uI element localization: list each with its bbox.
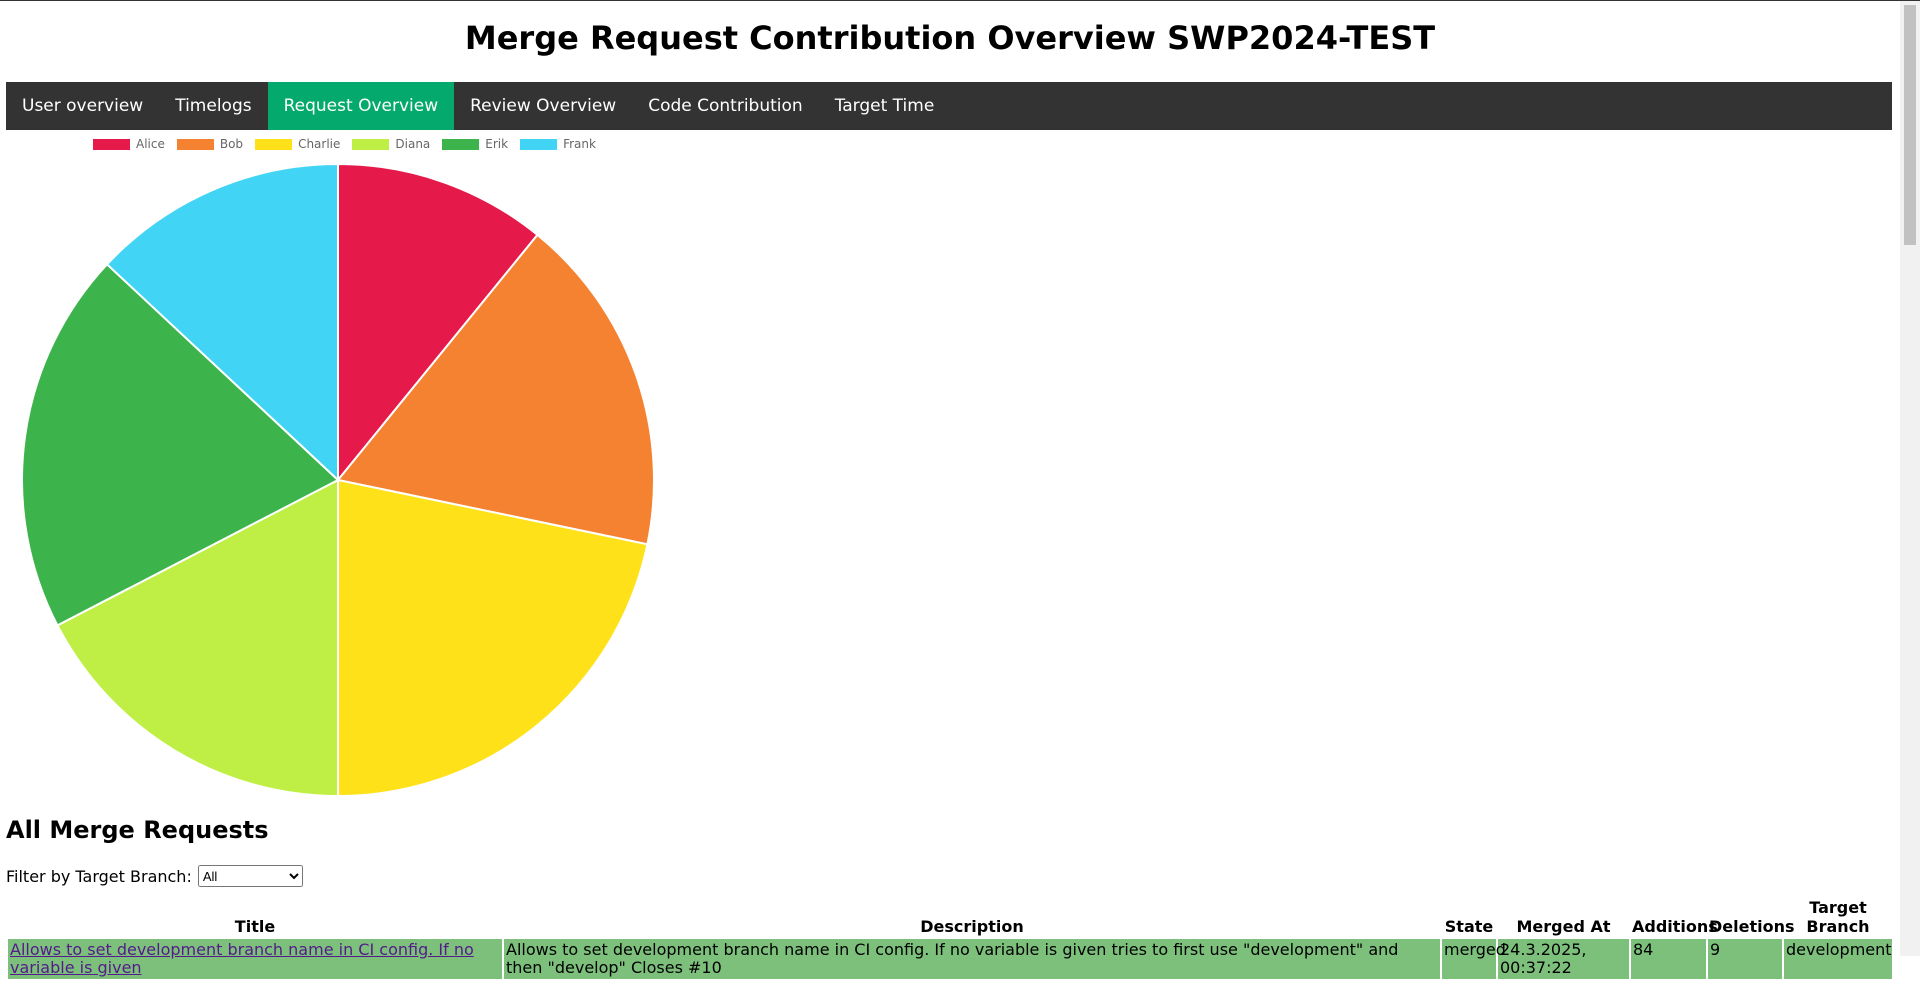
pie-slice [56, 478, 339, 798]
legend-item[interactable]: Frank [520, 137, 596, 151]
table-cell: Allows to set development branch name in… [8, 939, 502, 979]
table-row: Allows to set development branch name in… [8, 939, 1892, 979]
filter: Filter by Target Branch: All [6, 865, 303, 887]
legend-item[interactable]: Bob [176, 137, 244, 151]
legend: Alice Bob Charlie Diana Erik Frank [93, 137, 596, 151]
legend-item[interactable]: Charlie [255, 137, 340, 151]
table-cell: 24.3.2025, 00:37:22 [1498, 939, 1629, 979]
nav-item[interactable]: Request Overview [267, 82, 455, 130]
legend-label: Alice [136, 137, 165, 151]
column-header: Title [234, 917, 276, 936]
nav-item[interactable]: User overview [22, 96, 144, 116]
column-header: Additions [1632, 917, 1718, 936]
section-title: All Merge Requests [6, 816, 269, 844]
nav-bar: User overview Timelogs Request Overview Rev… [6, 82, 1892, 130]
pie-slice [21, 262, 340, 627]
page-title: Merge Request Contribution Overview SWP2… [464, 19, 1436, 57]
column-header: State [1444, 917, 1494, 936]
column-header: Deletions [1709, 917, 1795, 936]
table-cell: merged [1442, 939, 1506, 979]
legend-label: Frank [563, 137, 596, 151]
legend-label: Erik [485, 137, 509, 151]
pie-slice [337, 162, 539, 483]
table-cell: 9 [1708, 939, 1782, 979]
legend-label: Diana [395, 137, 431, 151]
scroll-thumb[interactable] [1904, 5, 1916, 245]
merge-table: Title Description State Merged At Additions D… [6, 895, 1894, 981]
header-row: Title Description State Merged At Additions D… [8, 897, 1892, 937]
legend-item[interactable]: Alice [93, 137, 165, 151]
branch-select[interactable]: All [197, 865, 303, 887]
table-body: Allows to set development branch name in… [8, 939, 1892, 979]
table-cell: 84 [1631, 939, 1706, 979]
mr-link[interactable]: Allows to set development branch name in… [10, 940, 474, 977]
legend-swatch [520, 138, 558, 150]
pie-chart [21, 162, 655, 798]
pie-slice [336, 233, 655, 546]
column-header: Description [920, 917, 1024, 936]
legend-item[interactable]: Erik [442, 137, 508, 151]
nav-item[interactable]: Timelogs [175, 96, 252, 116]
table-cell: development [1784, 939, 1892, 979]
nav-item[interactable]: Target Time [834, 96, 935, 116]
legend-swatch [176, 138, 214, 150]
column-header: Target Branch [1806, 898, 1870, 936]
legend-label: Charlie [298, 137, 341, 151]
pie-slice [337, 478, 649, 798]
legend-swatch [255, 138, 293, 150]
filter-label: Filter by Target Branch: [6, 866, 192, 886]
legend-label: Bob [219, 137, 244, 151]
legend-swatch [93, 138, 130, 150]
pie-slice [105, 162, 339, 483]
legend-swatch [352, 138, 390, 150]
legend-item[interactable]: Diana [352, 137, 430, 151]
nav-item[interactable]: Code Contribution [648, 96, 803, 116]
scrollbar[interactable] [1900, 1, 1920, 956]
legend-swatch [442, 138, 480, 150]
column-header: Merged At [1516, 917, 1611, 936]
nav-item[interactable]: Review Overview [470, 96, 617, 116]
table-cell: Allows to set development branch name in… [504, 939, 1440, 979]
